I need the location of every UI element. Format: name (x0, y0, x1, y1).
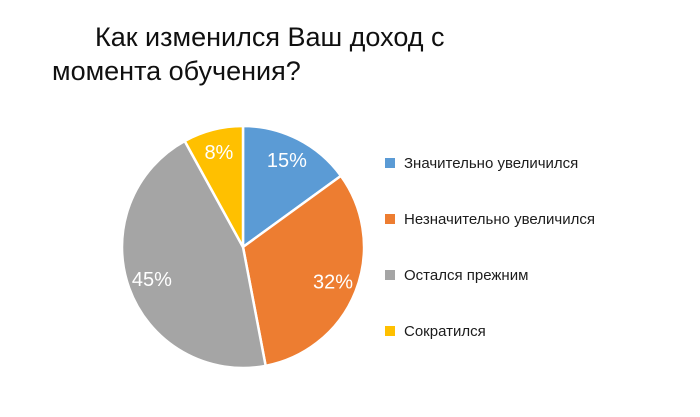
legend-item-stayed-same: Остался прежним (385, 264, 595, 286)
pie-data-label-2: 45% (132, 269, 172, 291)
pie-data-label-3: 8% (204, 142, 233, 164)
legend-label: Значительно увеличился (404, 154, 579, 172)
pie-slice-0 (241, 124, 343, 249)
pie-chart-svg: 15% 32% 45% 8% (120, 124, 366, 370)
chart-title-line2: момента обучения? (52, 56, 301, 86)
legend-swatch-orange-icon (385, 214, 395, 224)
pie-slice-1 (241, 174, 366, 368)
chart-legend: Значительно увеличился Незначительно уве… (385, 152, 595, 342)
pie-slice-2 (120, 139, 267, 370)
legend-swatch-blue-icon (385, 158, 395, 168)
legend-item-decreased: Сократился (385, 320, 595, 342)
legend-item-slightly-increased: Незначительно увеличился (385, 208, 595, 230)
legend-swatch-yellow-icon (385, 326, 395, 336)
pie-data-label-1: 32% (313, 272, 353, 294)
legend-item-significantly-increased: Значительно увеличился (385, 152, 595, 174)
legend-label: Сократился (404, 322, 486, 340)
legend-swatch-gray-icon (385, 270, 395, 280)
chart-title: Как изменился Ваш доход с момента обучен… (52, 20, 482, 88)
legend-label: Остался прежним (404, 266, 529, 284)
pie-chart: 15% 32% 45% 8% (118, 122, 368, 372)
legend-label: Незначительно увеличился (404, 210, 595, 228)
pie-data-label-0: 15% (267, 150, 307, 172)
pie-slice-3 (183, 124, 245, 249)
chart-title-line1: Как изменился Ваш доход с (95, 22, 445, 52)
